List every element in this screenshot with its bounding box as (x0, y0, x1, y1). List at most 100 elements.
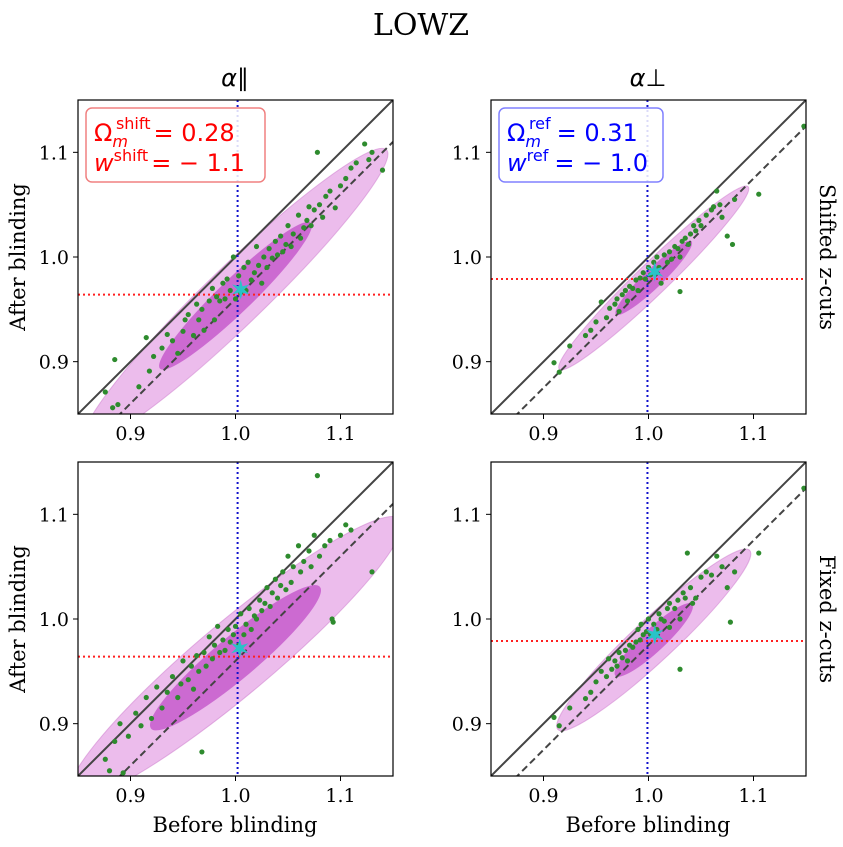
data-point (206, 298, 212, 304)
legend-ref-omega-sub: m (525, 132, 541, 151)
data-point (619, 655, 625, 661)
data-point (190, 686, 197, 692)
data-point (224, 276, 230, 282)
data-point (164, 331, 170, 338)
x-tick-label: 1.0 (633, 423, 663, 445)
data-point (280, 569, 286, 575)
data-point (256, 262, 262, 268)
confidence-ellipse-inner (615, 240, 693, 316)
data-point (308, 564, 314, 570)
data-point (732, 569, 738, 575)
data-point (196, 668, 202, 674)
data-point (199, 749, 205, 755)
data-point (148, 715, 155, 722)
data-point (614, 663, 620, 669)
data-point (143, 334, 149, 341)
data-point (136, 384, 142, 390)
data-point (264, 585, 270, 591)
data-point (311, 207, 317, 213)
data-point (696, 217, 702, 223)
y-tick-label: 0.9 (452, 714, 482, 736)
mean-star-marker (646, 624, 664, 645)
data-point (687, 231, 694, 237)
data-point (616, 308, 622, 315)
panel-bottom-right: 0.9 1.0 1.1 0.9 1.0 1.1 (452, 461, 807, 807)
y-tick-label: 0.9 (39, 714, 69, 736)
data-point (672, 605, 678, 612)
data-point (675, 597, 681, 603)
data-point (243, 621, 249, 627)
data-point (117, 721, 123, 727)
data-point (369, 569, 375, 575)
data-point (146, 368, 152, 374)
x-tick-label: 0.9 (528, 785, 558, 807)
column-title-alpha-parallel: α∥ (221, 64, 249, 92)
data-point (227, 287, 233, 294)
data-point (308, 223, 314, 229)
fit-line (118, 503, 393, 776)
data-point (280, 249, 286, 255)
data-point (362, 141, 368, 147)
data-point (274, 252, 281, 258)
data-point (607, 305, 613, 311)
data-point (612, 301, 618, 307)
data-point (379, 167, 386, 173)
data-point (556, 723, 562, 729)
identity-line (491, 100, 806, 414)
data-point (283, 241, 289, 248)
column-title-alpha-perp: α⊥ (630, 64, 667, 92)
data-point (257, 597, 263, 603)
data-point (194, 653, 200, 659)
legend-shift-omega-base: Ω (94, 119, 112, 147)
data-point (603, 315, 610, 321)
data-point (238, 611, 244, 617)
data-point (230, 254, 236, 260)
data-point (159, 705, 165, 711)
data-point (125, 733, 131, 739)
data-point (343, 522, 349, 528)
legend-shift-w-value: = − 1.1 (151, 149, 245, 177)
plot-area (78, 462, 393, 776)
data-point (209, 656, 215, 662)
plot-area (491, 100, 806, 414)
data-point (679, 238, 685, 244)
data-point (677, 288, 683, 295)
data-point (241, 632, 247, 638)
data-point (703, 212, 709, 218)
data-point (729, 241, 736, 248)
data-point (691, 223, 697, 229)
data-point (283, 587, 289, 593)
legend-shift: Ωmshift = 0.28 wshift = − 1.1 (85, 107, 266, 183)
data-point (288, 243, 294, 250)
legend-ref: Ωmref = 0.31 wref = − 1.0 (498, 107, 664, 183)
data-point (175, 350, 181, 356)
data-point (614, 296, 620, 302)
data-point (642, 276, 648, 282)
data-point (551, 714, 557, 720)
data-point (666, 624, 673, 630)
data-point (251, 270, 257, 276)
confidence-ellipse-inner (159, 221, 312, 370)
data-point (272, 576, 278, 582)
data-point (645, 616, 652, 622)
data-point (593, 319, 599, 325)
legend-shift-omega-sub: m (112, 132, 128, 151)
data-point (316, 553, 323, 559)
y-tick-label: 1.0 (452, 247, 482, 269)
y-tick-label: 0.9 (39, 352, 69, 374)
data-point (180, 328, 186, 334)
data-point (159, 345, 165, 351)
data-point (711, 204, 717, 210)
data-point (246, 605, 252, 612)
data-point (264, 264, 270, 271)
data-point (637, 275, 643, 281)
data-point (301, 558, 307, 565)
data-point (290, 564, 296, 570)
data-point (203, 663, 209, 669)
data-point (756, 550, 762, 556)
confidence-ellipse-inner (149, 585, 322, 731)
data-point (185, 311, 191, 318)
data-point (196, 317, 202, 323)
row-label-shifted: Shifted z-cuts (815, 184, 839, 330)
figure-title: LOWZ (373, 8, 469, 43)
